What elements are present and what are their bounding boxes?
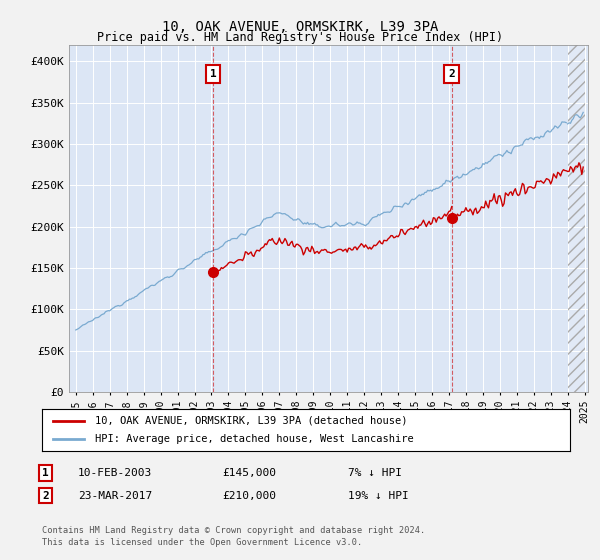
Text: £145,000: £145,000: [222, 468, 276, 478]
Text: This data is licensed under the Open Government Licence v3.0.: This data is licensed under the Open Gov…: [42, 539, 362, 548]
Text: 7% ↓ HPI: 7% ↓ HPI: [348, 468, 402, 478]
Text: 10, OAK AVENUE, ORMSKIRK, L39 3PA (detached house): 10, OAK AVENUE, ORMSKIRK, L39 3PA (detac…: [95, 416, 407, 426]
Text: 10-FEB-2003: 10-FEB-2003: [78, 468, 152, 478]
Text: 1: 1: [42, 468, 49, 478]
Text: 19% ↓ HPI: 19% ↓ HPI: [348, 491, 409, 501]
Text: Price paid vs. HM Land Registry's House Price Index (HPI): Price paid vs. HM Land Registry's House …: [97, 31, 503, 44]
Bar: [568, 45, 585, 392]
Text: £210,000: £210,000: [222, 491, 276, 501]
Text: 2: 2: [448, 69, 455, 79]
Text: HPI: Average price, detached house, West Lancashire: HPI: Average price, detached house, West…: [95, 434, 413, 444]
Text: Contains HM Land Registry data © Crown copyright and database right 2024.: Contains HM Land Registry data © Crown c…: [42, 526, 425, 535]
Text: 1: 1: [209, 69, 216, 79]
Text: 10, OAK AVENUE, ORMSKIRK, L39 3PA: 10, OAK AVENUE, ORMSKIRK, L39 3PA: [162, 20, 438, 34]
Bar: [568, 45, 585, 392]
Text: 23-MAR-2017: 23-MAR-2017: [78, 491, 152, 501]
Text: 2: 2: [42, 491, 49, 501]
